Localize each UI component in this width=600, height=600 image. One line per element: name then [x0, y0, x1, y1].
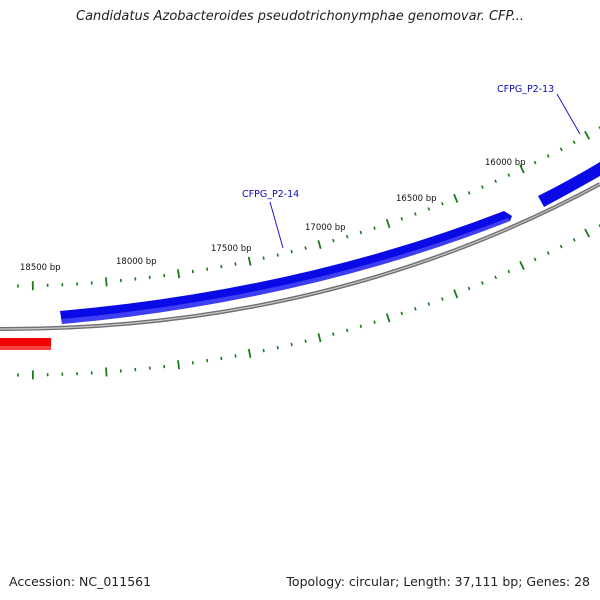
- major-tick: [385, 219, 391, 229]
- minor-tick: [290, 342, 293, 347]
- minor-tick: [480, 281, 484, 285]
- minor-tick: [400, 311, 404, 316]
- minor-tick: [440, 297, 444, 301]
- minor-tick: [276, 253, 279, 257]
- minor-tick: [494, 275, 498, 280]
- bp-label: 18500 bp: [20, 263, 61, 273]
- minor-tick: [276, 345, 279, 350]
- minor-tick: [467, 286, 471, 291]
- minor-tick: [559, 147, 563, 152]
- minor-tick: [533, 160, 537, 165]
- major-tick: [247, 256, 252, 266]
- minor-tick: [359, 230, 363, 235]
- accession-text: Accession: NC_011561: [9, 574, 152, 589]
- minor-tick: [332, 332, 335, 336]
- minor-tick: [304, 339, 307, 343]
- gene-reverse-red-shadow: [0, 346, 51, 350]
- gene-label[interactable]: CFPG_P2-14: [242, 189, 299, 200]
- bp-label: 17500 bp: [211, 244, 252, 254]
- minor-tick: [572, 238, 576, 242]
- gene-cfpg-p2-13[interactable]: [538, 162, 600, 207]
- minor-tick: [598, 126, 600, 130]
- minor-tick: [546, 251, 550, 255]
- minor-tick: [234, 354, 237, 358]
- minor-tick: [359, 324, 363, 329]
- minor-tick: [262, 256, 265, 260]
- major-tick: [453, 289, 459, 299]
- minor-tick: [206, 358, 209, 363]
- minor-tick: [414, 212, 417, 216]
- minor-tick: [206, 267, 209, 271]
- minor-tick: [559, 244, 563, 249]
- minor-tick: [507, 173, 511, 177]
- major-tick: [385, 313, 391, 323]
- minor-tick: [546, 154, 550, 158]
- minor-tick: [572, 140, 576, 145]
- major-tick: [317, 239, 322, 250]
- bp-label: 17000 bp: [305, 223, 346, 233]
- inner-tick-ring: [17, 224, 600, 380]
- major-tick: [584, 130, 591, 140]
- minor-tick: [440, 201, 444, 206]
- bp-label: 18000 bp: [116, 257, 157, 267]
- major-tick: [177, 269, 181, 279]
- major-tick: [105, 367, 108, 377]
- major-tick: [247, 348, 252, 358]
- minor-tick: [262, 348, 265, 353]
- minor-tick: [414, 307, 417, 311]
- minor-tick: [304, 246, 307, 250]
- minor-tick: [220, 264, 223, 269]
- minor-tick: [220, 356, 223, 361]
- backbone-arc: [0, 182, 600, 332]
- leader-line-cfpg-p2-13: [556, 93, 581, 135]
- minor-tick: [427, 207, 431, 211]
- minor-tick: [494, 179, 498, 184]
- minor-tick: [290, 249, 293, 254]
- backbone-arc-highlight: [0, 183, 600, 330]
- major-tick: [453, 193, 459, 203]
- outer-tick-ring: [17, 126, 600, 291]
- minor-tick: [332, 238, 335, 243]
- minor-tick: [191, 269, 194, 274]
- minor-tick: [234, 262, 237, 266]
- minor-tick: [480, 185, 484, 189]
- leader-line-cfpg-p2-14: [269, 201, 284, 249]
- map-title: Candidatus Azobacteroides pseudotrichony…: [76, 9, 524, 24]
- major-tick: [584, 228, 590, 238]
- minor-tick: [507, 269, 511, 274]
- minor-tick: [598, 224, 600, 228]
- genome-summary-text: Topology: circular; Length: 37,111 bp; G…: [286, 574, 590, 589]
- minor-tick: [373, 226, 376, 230]
- major-tick: [177, 360, 180, 370]
- minor-tick: [345, 234, 349, 239]
- major-tick: [519, 164, 525, 174]
- major-tick: [519, 261, 525, 270]
- major-tick: [317, 333, 322, 343]
- gene-label[interactable]: CFPG_P2-13: [497, 84, 554, 95]
- minor-tick: [345, 328, 349, 333]
- gene-cfpg-p2-14[interactable]: [60, 211, 512, 324]
- bp-label: 16500 bp: [396, 194, 437, 204]
- bp-label: 16000 bp: [485, 158, 526, 168]
- minor-tick: [467, 191, 471, 195]
- minor-tick: [191, 361, 194, 365]
- minor-tick: [373, 320, 376, 324]
- major-tick: [105, 277, 108, 287]
- minor-tick: [400, 217, 404, 221]
- minor-tick: [533, 257, 537, 262]
- minor-tick: [427, 302, 431, 306]
